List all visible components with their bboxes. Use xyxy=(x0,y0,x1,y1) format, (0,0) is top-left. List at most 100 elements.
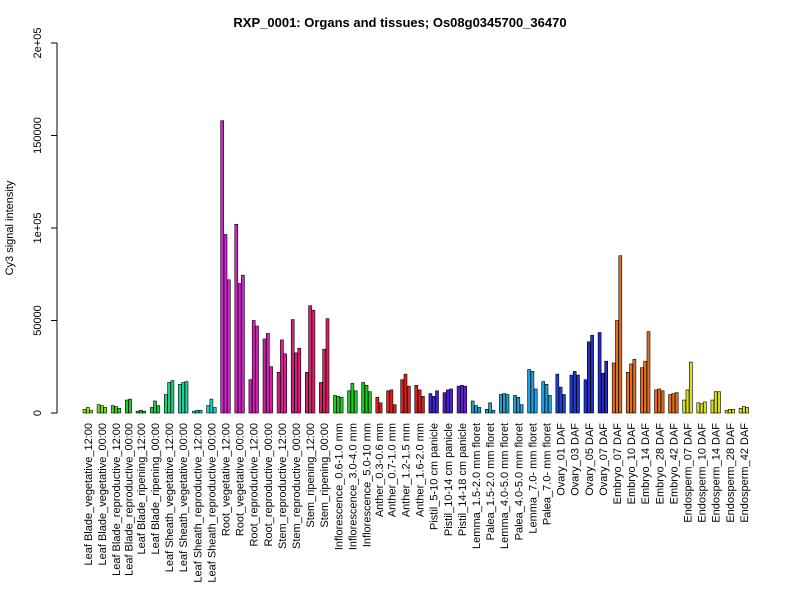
bar xyxy=(220,120,224,414)
bar xyxy=(255,325,259,414)
x-axis-tick-label: Embryo_07 DAF xyxy=(612,423,624,505)
bar xyxy=(283,353,288,414)
bar xyxy=(671,393,676,414)
bar xyxy=(223,234,228,414)
bar xyxy=(164,394,168,414)
bar xyxy=(181,382,185,414)
bar xyxy=(544,384,549,414)
bar xyxy=(530,371,535,414)
bar xyxy=(234,224,239,414)
bar xyxy=(241,274,245,414)
x-axis-tick-label: Palea_1.5-2.0 mm floret xyxy=(485,423,497,540)
bar xyxy=(738,408,743,414)
bar xyxy=(724,409,729,414)
x-axis-tick-label: Endosperm_07 DAF xyxy=(683,423,695,523)
bar xyxy=(727,408,732,414)
bar xyxy=(135,410,140,414)
bar xyxy=(699,403,704,414)
bar xyxy=(660,390,665,414)
x-axis-tick-label: Root_vegetative_12:00 xyxy=(221,423,233,536)
x-axis-tick-label: Leaf Blade_vegetative_00:00 xyxy=(97,423,109,566)
x-axis-tick-label: Endosperm_28 DAF xyxy=(725,423,737,523)
bar xyxy=(276,371,281,414)
bar xyxy=(449,388,453,414)
bar xyxy=(265,333,270,414)
bar xyxy=(491,409,496,414)
bar xyxy=(153,400,157,414)
bar xyxy=(86,407,90,414)
bar xyxy=(745,407,750,414)
bar xyxy=(212,407,217,414)
x-axis-tick-label: Pistil_10-14 cm panicle xyxy=(443,423,455,536)
bar xyxy=(386,390,390,414)
bar xyxy=(304,371,309,414)
bar xyxy=(325,318,330,414)
x-axis-tick-label: Ovary_03 DAF xyxy=(570,423,582,496)
bar xyxy=(632,359,637,414)
bar xyxy=(375,396,380,414)
x-axis-tick-label: Leaf Blade_ripening_12:00 xyxy=(136,423,148,555)
x-axis-tick-label: Leaf Blade_vegetative_12:00 xyxy=(83,423,95,566)
x-axis-tick-label: Embryo_42 DAF xyxy=(668,423,680,505)
bar xyxy=(311,310,316,414)
bar xyxy=(227,279,231,414)
bar-series xyxy=(82,120,750,414)
bar xyxy=(149,407,154,414)
bar xyxy=(742,406,746,414)
bar xyxy=(562,394,566,414)
bar xyxy=(601,372,605,414)
bar xyxy=(170,380,175,414)
bar xyxy=(618,255,623,414)
x-axis-tick-label: Anther_1.6-2.0 mm xyxy=(415,423,427,517)
bar xyxy=(350,383,355,414)
bar xyxy=(392,404,397,414)
bar xyxy=(685,389,690,414)
bar xyxy=(682,399,687,414)
bar xyxy=(688,361,693,414)
x-axis-tick-label: Embryo_14 DAF xyxy=(640,423,652,505)
x-axis-tick-label: Ovary_07 DAF xyxy=(598,423,610,496)
bar xyxy=(513,395,517,414)
bar xyxy=(110,405,115,414)
bar xyxy=(294,352,298,414)
bar xyxy=(428,393,433,414)
bar xyxy=(308,305,312,414)
x-axis-tick-label: Anther_0.7-1.0 mm xyxy=(386,423,398,517)
bar xyxy=(403,373,408,414)
bar xyxy=(516,396,521,414)
bar xyxy=(703,401,707,414)
bar xyxy=(103,407,107,414)
bar xyxy=(646,331,651,414)
bar xyxy=(367,391,372,414)
x-axis-tick-label: Leaf Blade_reproductive_12:00 xyxy=(111,423,123,576)
bar xyxy=(569,374,574,414)
x-axis-tick-label: Leaf Blade_reproductive_00:00 xyxy=(123,423,135,576)
x-axis-tick-label: Root_reproductive_12:00 xyxy=(249,423,261,547)
x-axis-tick-label: Pistil_14-18 cm panicle xyxy=(457,423,469,536)
x-axis-tick-label: Anther_0.3-0.6 mm xyxy=(374,423,386,517)
x-axis-tick-label: Lemma_4.0-5.0 mm floret xyxy=(499,423,511,549)
x-axis-tick-label: Leaf Sheath_reproductive_00:00 xyxy=(206,423,218,583)
bar xyxy=(629,363,633,414)
bar xyxy=(731,408,735,414)
bar xyxy=(547,395,552,414)
y-axis-label: Cy3 signal intensity xyxy=(4,180,16,275)
bar xyxy=(333,395,337,414)
bar xyxy=(640,367,644,414)
x-axis-tick-label: Stem_ripening_00:00 xyxy=(319,423,331,528)
bar xyxy=(583,379,588,414)
y-axis-tick-label: 2e+05 xyxy=(32,28,44,59)
bar xyxy=(192,410,196,414)
x-axis-tick-label: Anther_1.2-1.5 mm xyxy=(401,423,413,517)
bar xyxy=(167,382,171,414)
x-axis-tick-label: Embryo_10 DAF xyxy=(626,423,638,505)
bar xyxy=(470,400,475,414)
bar xyxy=(347,390,351,414)
bar xyxy=(674,392,679,414)
y-axis-tick-label: 1e+05 xyxy=(32,213,44,244)
bar xyxy=(339,396,344,414)
bar xyxy=(484,408,489,414)
x-axis-tick-label: Leaf Sheath_vegetative_12:00 xyxy=(164,423,176,572)
